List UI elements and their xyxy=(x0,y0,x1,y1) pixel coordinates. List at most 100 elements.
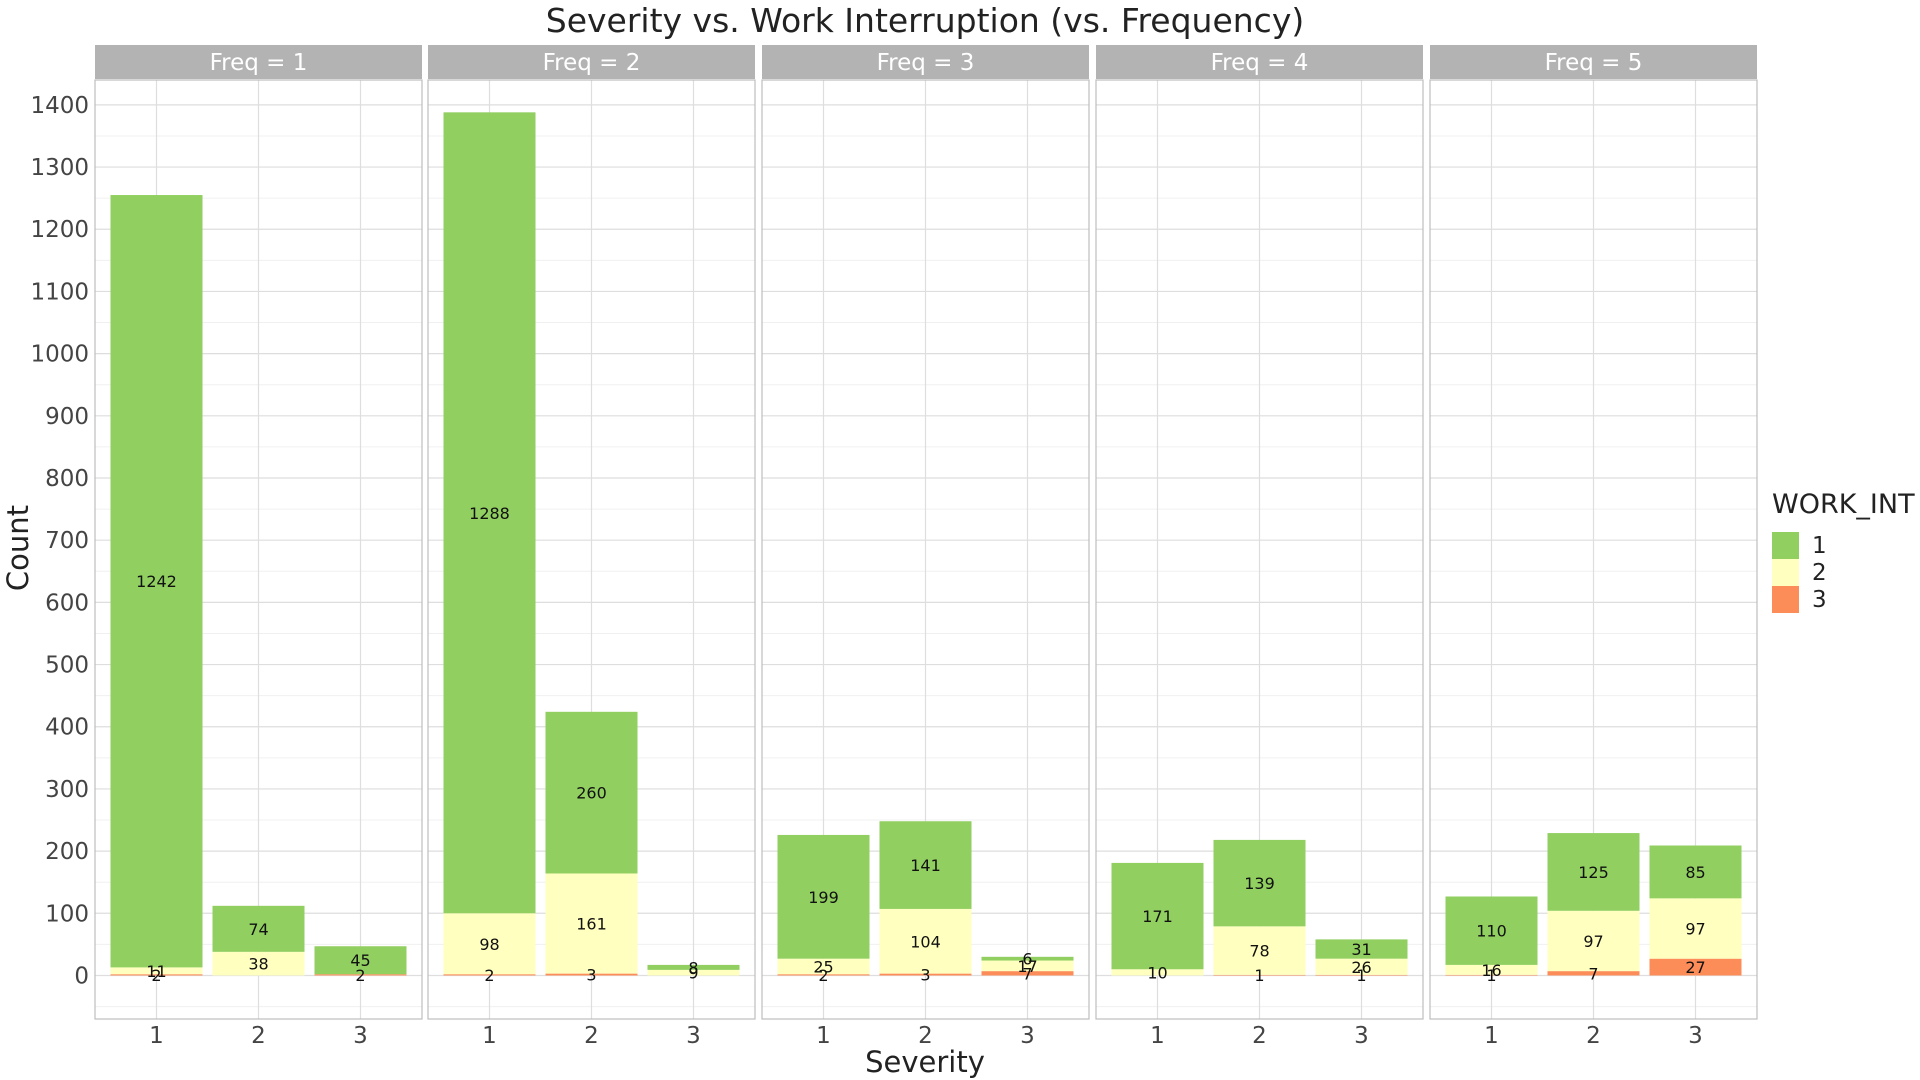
bar-data-label: 38 xyxy=(248,955,268,974)
x-axis-title: Severity xyxy=(865,1045,985,1079)
bar-segment-workint-1 xyxy=(1111,862,1204,970)
bar-data-label: 104 xyxy=(910,932,941,951)
facet-strip-label: Freq = 3 xyxy=(877,50,975,76)
bar-data-label: 98 xyxy=(479,935,499,954)
bar-data-label: 78 xyxy=(1249,942,1269,961)
legend: WORK_INT 123 xyxy=(1772,489,1915,613)
bar-data-label: 10 xyxy=(1147,963,1167,982)
bar-data-label: 199 xyxy=(808,888,839,907)
bar-segment-workint-3 xyxy=(879,973,972,976)
bar-data-label: 161 xyxy=(576,915,607,934)
bar-segment-workint-3 xyxy=(443,974,536,976)
bar-data-label: 171 xyxy=(1142,907,1173,926)
x-tick-label: 2 xyxy=(1252,1023,1267,1049)
x-tick-label: 3 xyxy=(686,1023,701,1049)
panel-border xyxy=(427,79,756,1020)
bar-segment-workint-1 xyxy=(212,905,305,952)
y-tick-label: 1100 xyxy=(30,279,89,305)
bar-segment-workint-2 xyxy=(1547,910,1640,972)
bar-segment-workint-3 xyxy=(777,974,870,976)
x-tick-label: 3 xyxy=(1354,1023,1369,1049)
bar-segment-workint-2 xyxy=(777,958,870,975)
x-tick-label: 1 xyxy=(1150,1023,1165,1049)
bar-data-label: 1 xyxy=(1486,966,1496,985)
bar-data-label: 8 xyxy=(688,958,698,977)
bar-data-label: 1 xyxy=(1356,966,1366,985)
x-tick-label: 1 xyxy=(149,1023,164,1049)
bar-segment-workint-3 xyxy=(1213,974,1306,976)
chart-title: Severity vs. Work Interruption (vs. Freq… xyxy=(546,1,1304,40)
bar-segment-workint-2 xyxy=(212,951,305,976)
panel-border xyxy=(94,79,423,1020)
bar-data-label: 16 xyxy=(1481,961,1501,980)
bar-segment-workint-1 xyxy=(443,112,536,914)
bar-segment-workint-2 xyxy=(879,908,972,974)
facet-strip-label: Freq = 2 xyxy=(543,50,641,76)
y-tick-label: 500 xyxy=(45,653,89,679)
x-tick-label: 1 xyxy=(816,1023,831,1049)
x-tick-label: 3 xyxy=(1020,1023,1035,1049)
legend-key-1 xyxy=(1772,532,1799,559)
facet-strip-label: Freq = 1 xyxy=(210,50,308,76)
bar-segment-workint-3 xyxy=(1547,971,1640,976)
bar-segment-workint-2 xyxy=(545,873,638,974)
bar-data-label: 110 xyxy=(1476,922,1507,941)
y-axis-title: Count xyxy=(1,505,35,591)
facet-strip xyxy=(95,45,422,79)
bar-segment-workint-3 xyxy=(1445,974,1538,976)
x-tick-label: 2 xyxy=(1586,1023,1601,1049)
bar-data-label: 141 xyxy=(910,856,941,875)
bar-segment-workint-3 xyxy=(110,974,203,976)
bar-data-label: 97 xyxy=(1583,932,1603,951)
x-tick-label: 3 xyxy=(353,1023,368,1049)
facet-strip-label: Freq = 4 xyxy=(1211,50,1309,76)
bar-data-label: 2 xyxy=(355,966,365,985)
bar-data-label: 1288 xyxy=(469,504,510,523)
bar-segment-workint-1 xyxy=(545,711,638,874)
bar-data-label: 97 xyxy=(1685,920,1705,939)
y-tick-label: 400 xyxy=(45,715,89,741)
legend-label: 3 xyxy=(1812,587,1827,613)
bar-segment-workint-1 xyxy=(110,195,203,968)
bar-data-label: 139 xyxy=(1244,874,1275,893)
x-tick-label: 2 xyxy=(584,1023,599,1049)
y-tick-label: 1300 xyxy=(30,155,89,181)
bar-data-label: 17 xyxy=(1017,957,1037,976)
y-tick-label: 1200 xyxy=(30,217,89,243)
facet-panel: 2 98 1288 3 161 260 98 Freq = 2 1 2 3 xyxy=(427,45,756,1049)
bar-data-label: 31 xyxy=(1351,940,1371,959)
legend-label: 2 xyxy=(1812,560,1827,586)
bar-data-label: 3 xyxy=(586,966,596,985)
bar-data-label: 125 xyxy=(1578,863,1609,882)
legend-key-3 xyxy=(1772,586,1799,613)
y-tick-label: 1000 xyxy=(30,342,89,368)
bar-segment-workint-1 xyxy=(777,834,870,959)
bar-data-label: 85 xyxy=(1685,863,1705,882)
x-tick-label: 1 xyxy=(482,1023,497,1049)
facet-strip xyxy=(428,45,755,79)
y-tick-label: 200 xyxy=(45,839,89,865)
x-tick-label: 2 xyxy=(918,1023,933,1049)
bar-segment-workint-2 xyxy=(1649,898,1742,959)
bar-segment-workint-2 xyxy=(1111,969,1204,976)
panel-border xyxy=(761,79,1090,1020)
bar-segment-workint-1 xyxy=(1649,845,1742,899)
bar-segment-workint-2 xyxy=(110,967,203,975)
x-tick-label: 3 xyxy=(1688,1023,1703,1049)
bar-data-label: 7 xyxy=(1588,964,1598,983)
bar-data-label: 2 xyxy=(151,966,161,985)
bar-data-label: 7 xyxy=(1022,964,1032,983)
bar-segment-workint-1 xyxy=(314,946,407,975)
bar-segment-workint-2 xyxy=(443,913,536,975)
y-tick-label: 700 xyxy=(45,528,89,554)
facet-strip-label: Freq = 5 xyxy=(1545,50,1643,76)
bar-data-label: 9 xyxy=(688,964,698,983)
bar-data-label: 2 xyxy=(484,966,494,985)
y-tick-label: 600 xyxy=(45,590,89,616)
y-tick-label: 300 xyxy=(45,777,89,803)
y-tick-label: 0 xyxy=(74,963,89,989)
bar-data-label: 26 xyxy=(1351,958,1371,977)
